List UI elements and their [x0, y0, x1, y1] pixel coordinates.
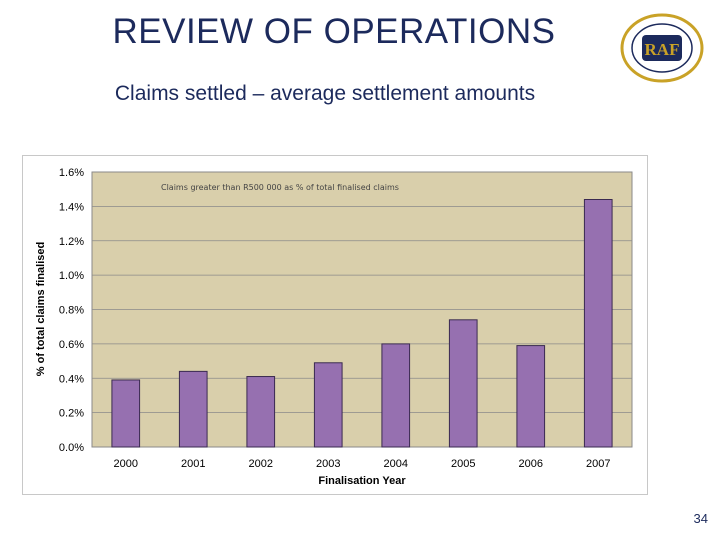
x-tick-label: 2002 [249, 458, 273, 470]
bar-2006 [516, 345, 546, 448]
x-tick-label: 2004 [384, 458, 408, 470]
y-tick-label: 1.0% [59, 270, 84, 282]
bars [111, 199, 613, 448]
y-tick-label: 0.8% [59, 305, 84, 317]
x-tick-label: 2000 [114, 458, 138, 470]
bar-2002 [246, 376, 276, 448]
x-tick-label: 2007 [586, 458, 610, 470]
x-tick-label: 2006 [519, 458, 543, 470]
bar-2001 [178, 370, 208, 448]
x-tick-label: 2005 [451, 458, 475, 470]
x-tick-label: 2003 [316, 458, 340, 470]
y-tick-label: 0.0% [59, 442, 84, 454]
x-tick-label: 2001 [181, 458, 205, 470]
y-tick-label: 0.2% [59, 408, 84, 420]
slide-subtitle: Claims settled – average settlement amou… [114, 82, 536, 105]
logo-inner-ring [631, 23, 693, 73]
y-tick-label: 0.6% [59, 339, 84, 351]
slide-title: REVIEW OF OPERATIONS [112, 12, 556, 51]
y-tick-label: 1.4% [59, 201, 84, 213]
raf-logo: RAF [620, 13, 704, 83]
y-tick-label: 1.6% [59, 167, 84, 179]
bar-chart: 0.0% 0.2% 0.4% 0.6% 0.8% 1.0% 1.2% 1.4% 1.6% 200… [35, 167, 633, 487]
logo-badge [642, 35, 682, 61]
bar-2007 [583, 199, 613, 448]
logo-ring [620, 13, 704, 83]
y-tick-label: 0.4% [59, 373, 84, 385]
y-axis-label: % of total claims finalised [35, 242, 47, 376]
chart-annotation: Claims greater than R500 000 as % of tot… [161, 183, 399, 192]
bar-2005 [448, 319, 478, 448]
y-tick-labels: 0.0% 0.2% 0.4% 0.6% 0.8% 1.0% 1.2% 1.4% 1.6% [59, 167, 84, 454]
x-tick-labels: 2000 2001 2002 2003 2004 2005 2006 2007 [114, 458, 611, 470]
chart-frame: 0.0% 0.2% 0.4% 0.6% 0.8% 1.0% 1.2% 1.4% 1.6% 200… [22, 155, 648, 495]
bar-2000 [111, 379, 141, 448]
x-axis-label: Finalisation Year [318, 475, 406, 487]
page-number: 34 [693, 511, 708, 526]
bar-2003 [313, 362, 343, 448]
y-tick-label: 1.2% [59, 236, 84, 248]
bar-2004 [381, 343, 411, 448]
logo-text: RAF [645, 40, 680, 59]
